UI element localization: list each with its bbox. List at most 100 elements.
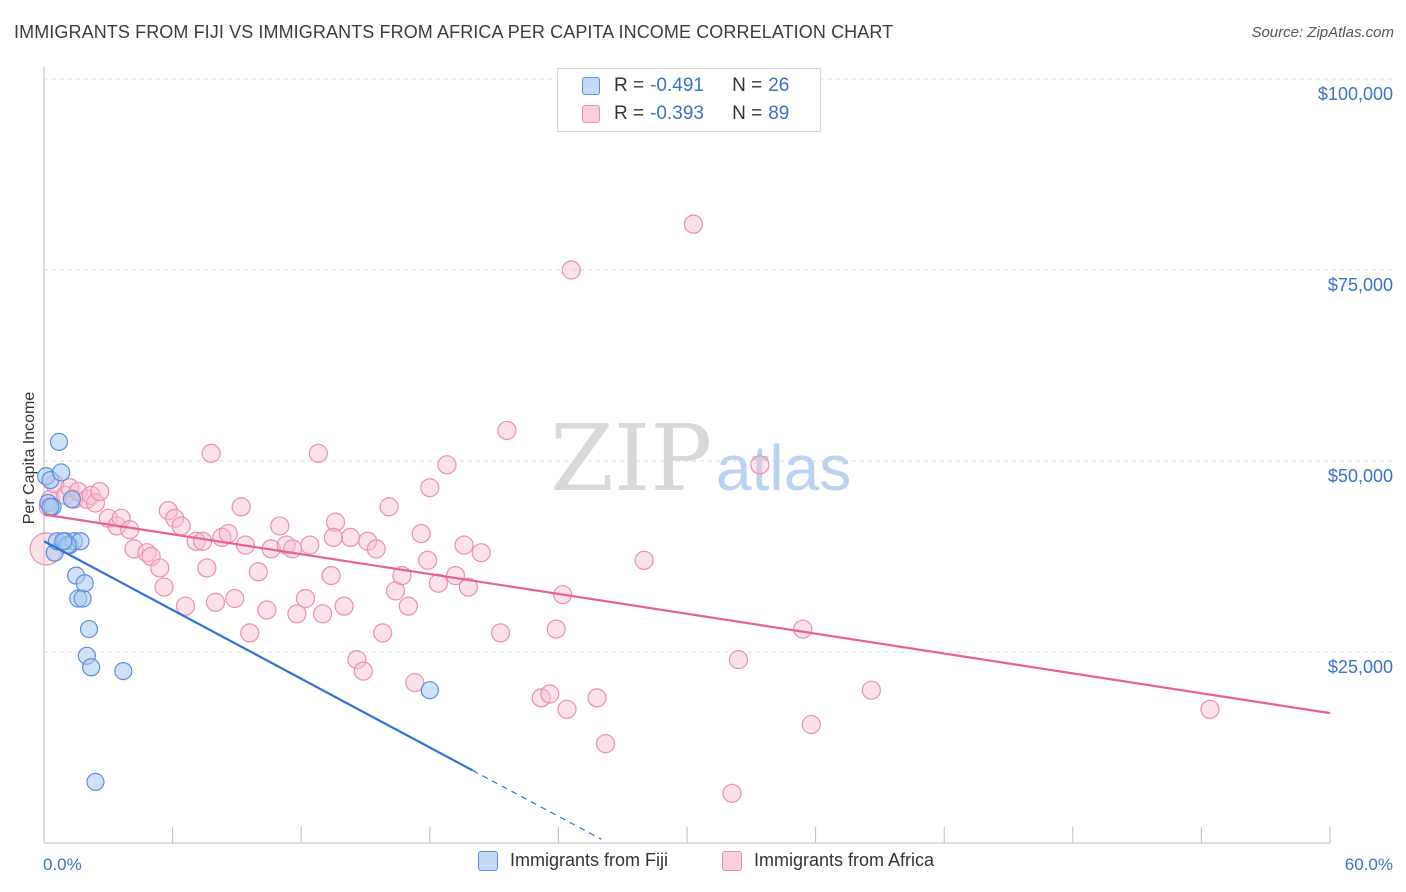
data-point-africa bbox=[861, 680, 881, 700]
bottom-legend-fiji-label: Immigrants from Fiji bbox=[510, 850, 669, 870]
data-point-africa bbox=[561, 260, 581, 280]
data-point-africa bbox=[323, 527, 343, 548]
data-point-africa bbox=[257, 600, 277, 620]
data-point-africa bbox=[587, 688, 607, 708]
data-point-africa bbox=[340, 527, 361, 548]
legend-fiji-r-value: -0.491 bbox=[650, 75, 704, 96]
data-point-fiji bbox=[114, 661, 133, 681]
axes bbox=[43, 67, 1331, 844]
data-point-africa bbox=[428, 573, 448, 593]
data-point-africa bbox=[154, 577, 174, 597]
data-point-africa bbox=[90, 481, 110, 502]
data-point-africa bbox=[540, 684, 560, 704]
data-point-africa bbox=[1200, 699, 1220, 719]
y-tick-label: $75,000 bbox=[1328, 275, 1393, 295]
source-label: Source: ZipAtlas.com bbox=[1251, 24, 1394, 41]
data-point-fiji bbox=[86, 772, 105, 791]
data-point-africa bbox=[750, 455, 770, 475]
data-point-africa bbox=[379, 497, 399, 517]
data-point-africa bbox=[634, 550, 654, 570]
y-axis-label: Per Capita Income bbox=[21, 392, 38, 525]
trend-line-fiji-extension bbox=[472, 769, 602, 840]
data-point-africa bbox=[347, 650, 367, 670]
trend-line-fiji bbox=[43, 540, 474, 772]
bottom-legend-africa-label: Immigrants from Africa bbox=[754, 850, 935, 870]
data-point-africa bbox=[437, 455, 457, 475]
legend-swatch-fiji bbox=[582, 77, 600, 95]
y-tick-label: $50,000 bbox=[1328, 466, 1393, 486]
bottom-legend-fiji: Immigrants from Fiji bbox=[478, 850, 668, 871]
legend-fiji-r-label: R = bbox=[614, 75, 645, 96]
data-point-africa bbox=[458, 577, 478, 597]
data-point-africa bbox=[334, 596, 354, 616]
legend-row-fiji: R = -0.491 N = 26 bbox=[582, 73, 789, 99]
correlation-legend: R = -0.491 N = 26 R = -0.393 N = 89 bbox=[557, 68, 821, 132]
y-tick-labels: $25,000 $50,000 $75,000 $100,000 bbox=[1318, 84, 1393, 677]
data-point-africa bbox=[197, 558, 217, 578]
data-point-africa bbox=[171, 516, 191, 536]
legend-africa-n-value: 89 bbox=[768, 103, 790, 124]
data-point-fiji bbox=[54, 532, 73, 551]
data-point-africa bbox=[793, 619, 813, 639]
legend-africa-n-label: N = bbox=[732, 103, 763, 124]
data-point-africa bbox=[85, 493, 106, 513]
data-point-africa bbox=[205, 592, 226, 612]
legend-fiji-n-label: N = bbox=[732, 75, 763, 96]
data-point-africa bbox=[225, 588, 245, 609]
bottom-legend-swatch-fiji bbox=[478, 850, 498, 871]
data-point-africa bbox=[165, 508, 185, 528]
data-point-fiji bbox=[82, 658, 101, 677]
data-point-africa bbox=[683, 214, 704, 234]
data-point-africa bbox=[497, 420, 517, 441]
legend-row-africa: R = -0.393 N = 89 bbox=[582, 101, 789, 127]
bottom-legend-swatch-africa bbox=[722, 850, 742, 871]
data-point-africa bbox=[546, 619, 566, 639]
data-point-africa bbox=[231, 497, 251, 517]
data-point-africa bbox=[193, 531, 213, 551]
data-point-africa bbox=[175, 596, 196, 616]
data-point-africa bbox=[325, 512, 346, 532]
data-point-africa bbox=[240, 623, 260, 643]
data-point-africa bbox=[287, 604, 307, 624]
legend-swatch-africa bbox=[582, 105, 600, 123]
data-point-africa bbox=[150, 558, 170, 578]
data-point-africa bbox=[398, 596, 418, 616]
data-point-africa bbox=[557, 699, 577, 719]
data-point-africa bbox=[300, 535, 320, 555]
y-tick-label: $25,000 bbox=[1328, 657, 1393, 677]
series-fiji-points bbox=[37, 432, 439, 791]
data-point-africa bbox=[405, 672, 425, 693]
data-point-africa bbox=[801, 714, 821, 735]
legend-africa-r-value: -0.393 bbox=[650, 103, 704, 124]
data-point-africa bbox=[722, 783, 742, 803]
x-tick-label-right: 60.0% bbox=[1345, 855, 1393, 874]
data-point-africa bbox=[308, 443, 328, 463]
watermark-atlas: atlas bbox=[716, 432, 851, 504]
data-point-fiji bbox=[75, 574, 94, 593]
data-point-africa bbox=[218, 523, 238, 544]
bottom-legend-africa: Immigrants from Africa bbox=[722, 850, 934, 871]
legend-africa-r-label: R = bbox=[614, 103, 645, 124]
data-point-africa bbox=[595, 734, 616, 754]
data-point-africa bbox=[248, 562, 268, 582]
data-point-africa bbox=[158, 501, 178, 521]
data-point-africa bbox=[420, 478, 440, 498]
data-point-africa bbox=[270, 516, 290, 536]
data-point-africa bbox=[321, 565, 341, 586]
trend-line-africa bbox=[43, 513, 1331, 715]
data-point-fiji bbox=[73, 589, 92, 608]
data-point-africa bbox=[295, 588, 316, 609]
data-point-fiji bbox=[49, 432, 69, 451]
data-point-africa bbox=[366, 539, 386, 559]
x-tick-label-left: 0.0% bbox=[43, 855, 82, 874]
data-point-africa bbox=[471, 543, 491, 563]
data-point-africa bbox=[313, 604, 333, 624]
data-point-africa bbox=[418, 550, 438, 570]
trend-lines bbox=[43, 513, 1331, 840]
data-point-africa bbox=[490, 623, 511, 643]
data-point-africa bbox=[201, 443, 221, 463]
data-point-africa bbox=[353, 661, 373, 681]
data-point-africa bbox=[728, 650, 749, 670]
data-point-fiji bbox=[41, 497, 60, 516]
legend-fiji-n-value: 26 bbox=[768, 75, 790, 96]
